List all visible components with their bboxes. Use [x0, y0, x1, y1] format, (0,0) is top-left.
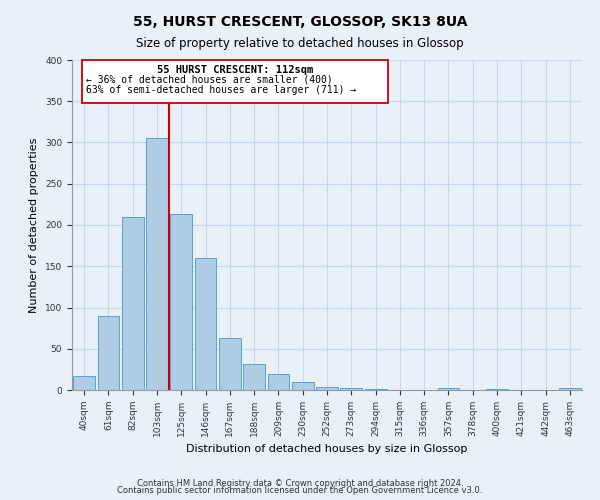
Bar: [243, 364, 265, 390]
Bar: [292, 382, 314, 390]
Bar: [316, 386, 338, 390]
Text: 63% of semi-detached houses are larger (711) →: 63% of semi-detached houses are larger (…: [86, 84, 356, 95]
Bar: [486, 389, 508, 390]
Bar: [365, 389, 386, 390]
Bar: [122, 217, 143, 390]
Text: 55 HURST CRESCENT: 112sqm: 55 HURST CRESCENT: 112sqm: [157, 65, 313, 75]
Bar: [146, 138, 168, 390]
Text: Contains HM Land Registry data © Crown copyright and database right 2024.: Contains HM Land Registry data © Crown c…: [137, 478, 463, 488]
Text: Contains public sector information licensed under the Open Government Licence v3: Contains public sector information licen…: [118, 486, 482, 495]
Y-axis label: Number of detached properties: Number of detached properties: [29, 138, 40, 312]
X-axis label: Distribution of detached houses by size in Glossop: Distribution of detached houses by size …: [187, 444, 467, 454]
Text: Size of property relative to detached houses in Glossop: Size of property relative to detached ho…: [136, 38, 464, 51]
Bar: [97, 316, 119, 390]
Text: 55, HURST CRESCENT, GLOSSOP, SK13 8UA: 55, HURST CRESCENT, GLOSSOP, SK13 8UA: [133, 15, 467, 29]
Text: ← 36% of detached houses are smaller (400): ← 36% of detached houses are smaller (40…: [86, 75, 332, 85]
Bar: [219, 338, 241, 390]
Bar: [268, 374, 289, 390]
Bar: [559, 388, 581, 390]
Bar: [73, 376, 95, 390]
Bar: [437, 388, 460, 390]
Bar: [170, 214, 192, 390]
Bar: [82, 60, 388, 103]
Bar: [194, 258, 217, 390]
Bar: [340, 388, 362, 390]
